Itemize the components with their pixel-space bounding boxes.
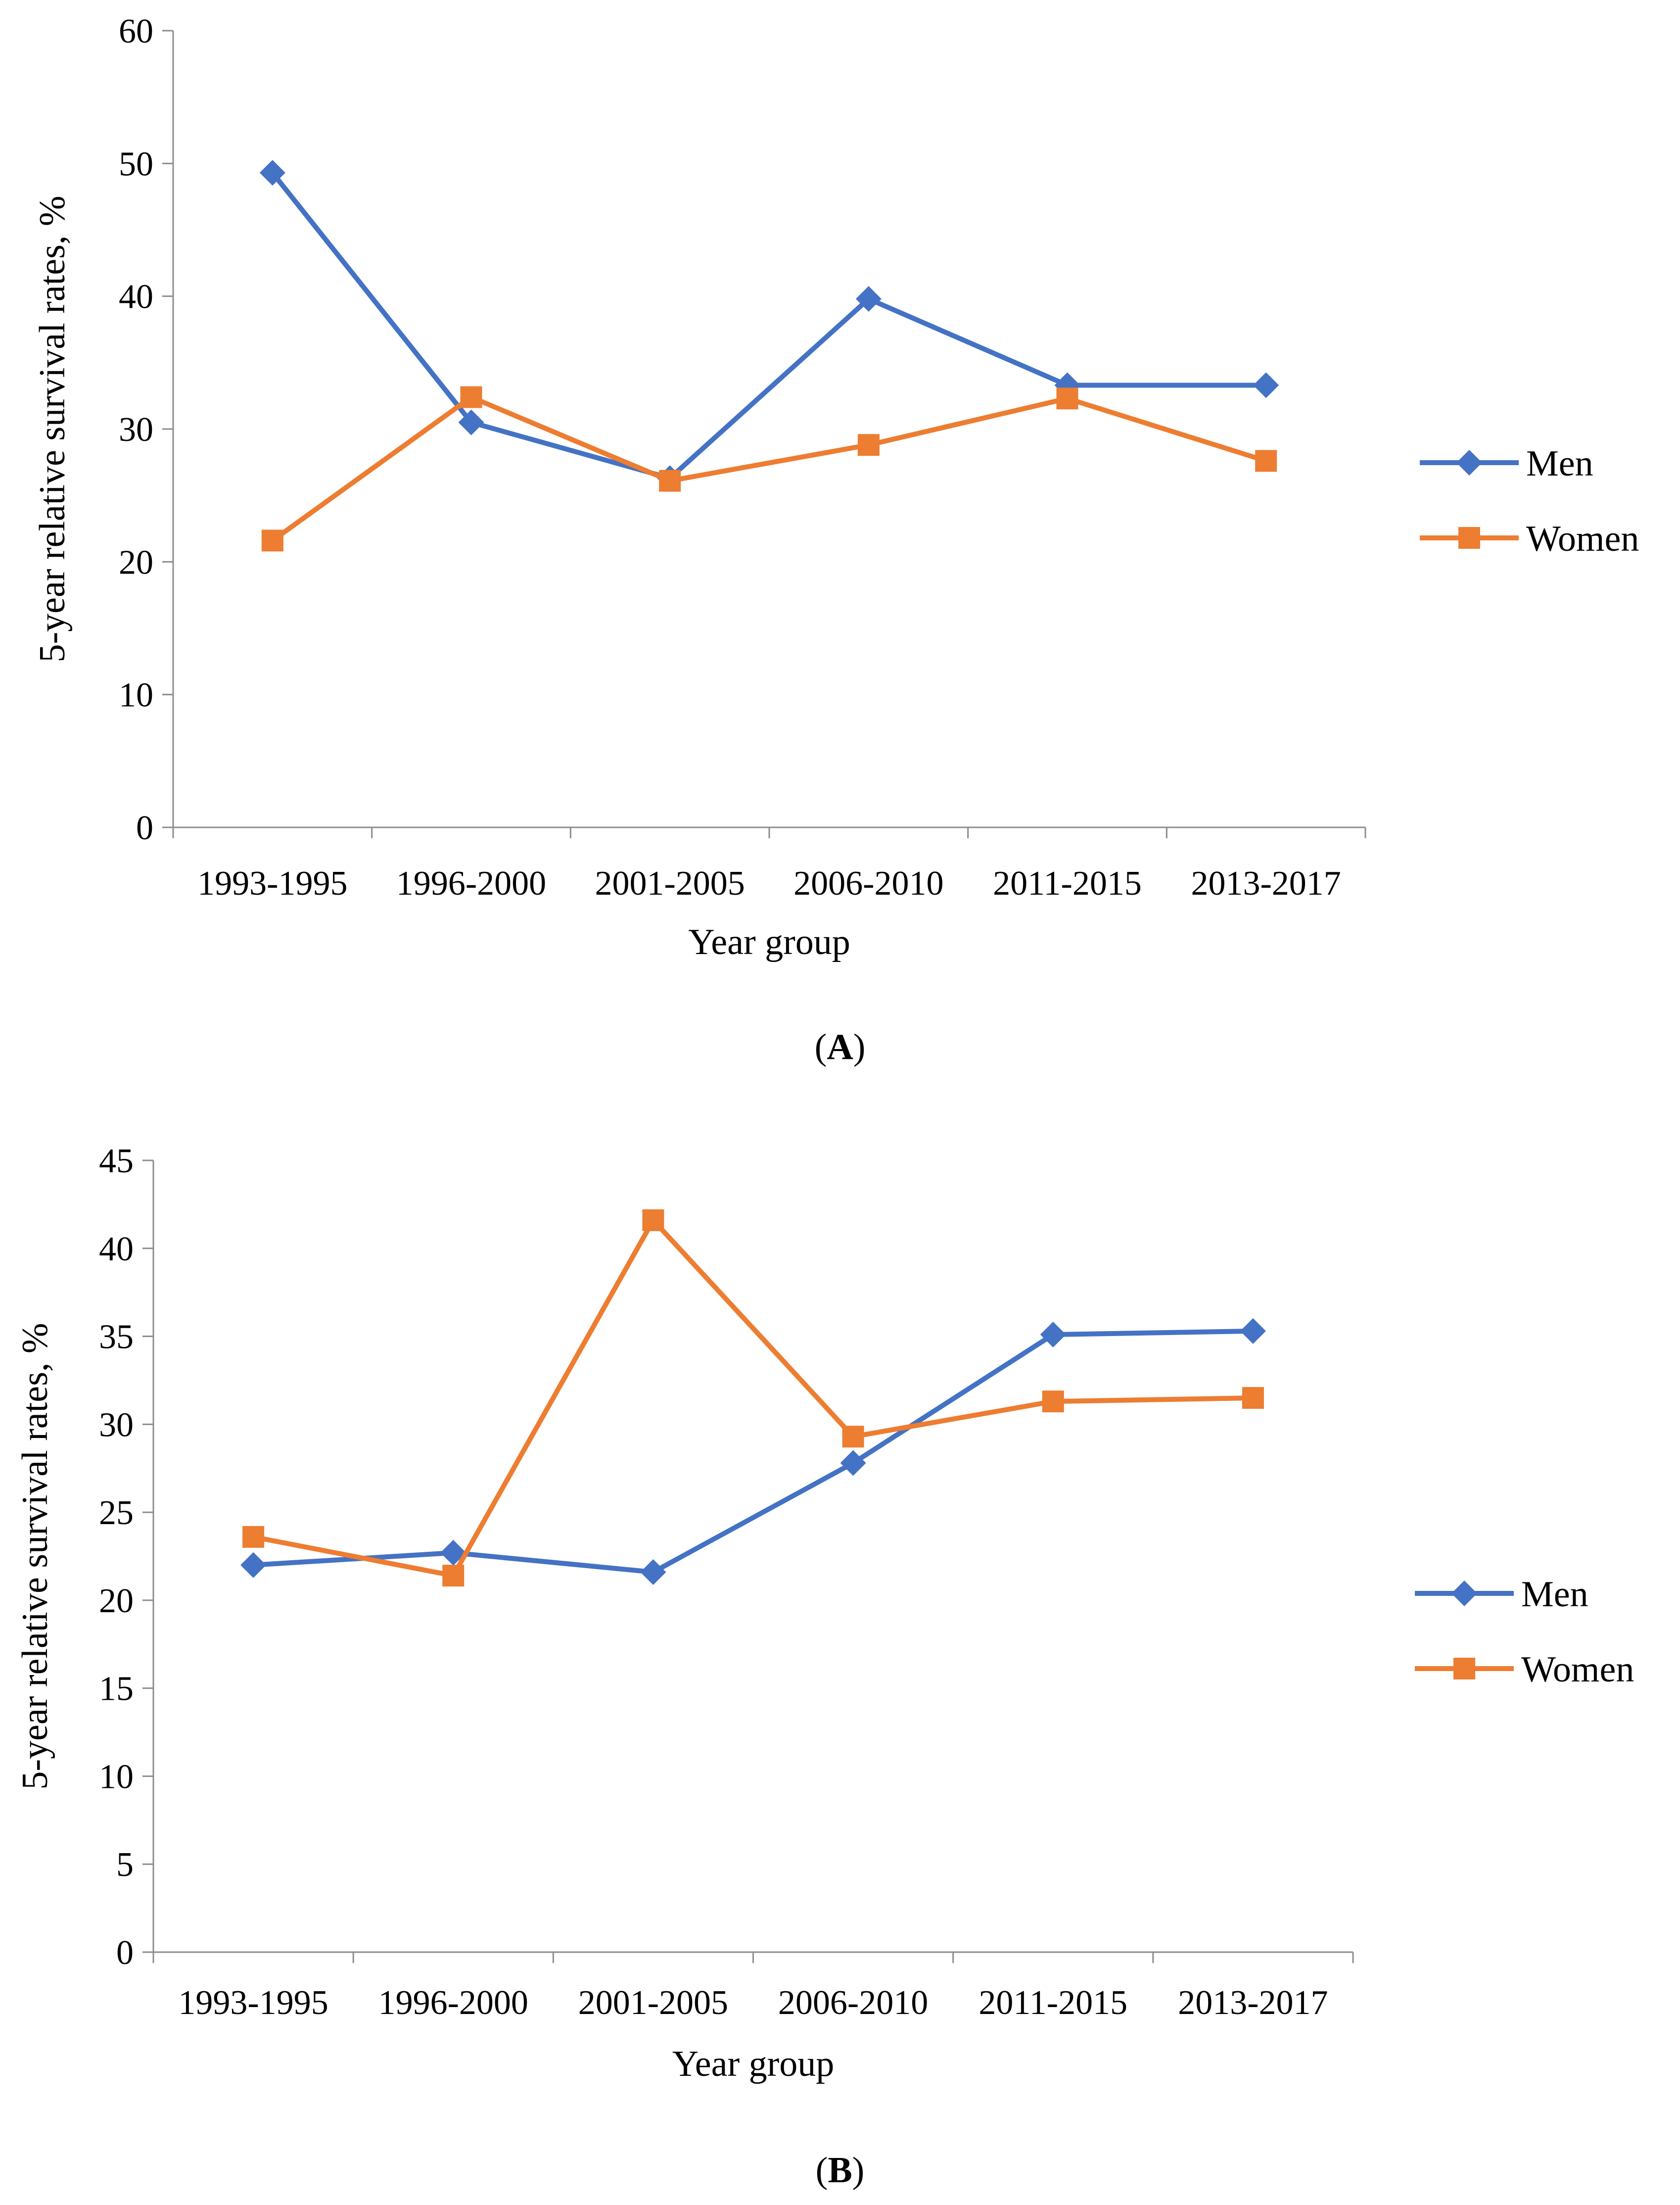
data-point-women — [460, 386, 482, 408]
x-tick-label: 2001-2005 — [578, 1984, 728, 2022]
y-tick-label: 10 — [119, 676, 153, 715]
x-tick-label: 1993-1995 — [197, 864, 347, 903]
data-point-women — [442, 1565, 465, 1587]
y-tick-label: 15 — [99, 1670, 134, 1708]
panel-label: (B) — [816, 2150, 865, 2191]
data-point-women — [1056, 387, 1078, 410]
data-point-women — [261, 529, 283, 552]
legend-marker-women — [1453, 1658, 1475, 1679]
data-point-men — [855, 286, 882, 312]
y-tick-label: 50 — [119, 145, 153, 183]
x-tick-label: 2001-2005 — [595, 864, 745, 903]
legend-label-women: Women — [1521, 1649, 1634, 1690]
series-line-women — [271, 394, 1267, 543]
data-point-men — [259, 160, 285, 186]
y-tick-label: 20 — [119, 543, 153, 581]
data-point-women — [642, 1209, 664, 1231]
y-tick-label: 5 — [116, 1846, 134, 1884]
y-tick-label: 45 — [99, 1142, 134, 1180]
y-tick-label: 60 — [119, 12, 153, 50]
x-tick-label: 1996-2000 — [396, 864, 546, 903]
legend-label-men: Men — [1521, 1574, 1588, 1615]
legend-label-men: Men — [1526, 443, 1593, 484]
y-tick-label: 0 — [116, 1934, 134, 1972]
y-tick-label: 30 — [99, 1406, 134, 1444]
data-point-men — [1040, 1322, 1066, 1347]
series-line-men — [253, 1328, 1254, 1575]
x-tick-label: 2011-2015 — [993, 864, 1142, 903]
x-tick-label: 1996-2000 — [378, 1984, 528, 2022]
y-tick-label: 30 — [119, 411, 153, 449]
data-point-women — [659, 470, 681, 492]
data-point-men — [640, 1559, 666, 1585]
x-axis-title: Year group — [672, 2044, 835, 2084]
legend-marker-women — [1458, 527, 1480, 549]
data-point-men — [840, 1450, 866, 1476]
data-point-men — [1240, 1318, 1266, 1344]
data-point-women — [1042, 1390, 1064, 1413]
data-point-women — [1255, 450, 1277, 472]
series-line-women — [253, 1217, 1254, 1579]
y-axis-title: 5-year relative survival rates, % — [15, 1323, 55, 1789]
data-point-women — [842, 1426, 864, 1448]
legend-marker-men — [1456, 450, 1482, 476]
y-tick-label: 10 — [99, 1758, 134, 1796]
legend-marker-men — [1451, 1581, 1477, 1606]
x-tick-label: 2006-2010 — [778, 1984, 928, 2022]
x-axis-title: Year group — [688, 922, 850, 962]
y-tick-label: 20 — [99, 1582, 134, 1620]
data-point-men — [1253, 372, 1279, 398]
y-tick-label: 25 — [99, 1494, 134, 1532]
y-tick-label: 0 — [136, 809, 153, 847]
data-point-men — [240, 1552, 267, 1578]
panel-a: 0 10 20 30 40 50 60 1993-1995 1996-2000 2001-2005… — [32, 12, 1639, 1067]
data-point-men — [458, 409, 484, 435]
y-tick-label: 40 — [119, 278, 153, 316]
data-point-women — [242, 1526, 265, 1548]
series-line-men — [270, 171, 1266, 481]
y-tick-label: 40 — [99, 1230, 134, 1268]
y-axis-title: 5-year relative survival rates, % — [32, 195, 73, 662]
panel-label: (A) — [815, 1027, 866, 1067]
x-tick-label: 1993-1995 — [178, 1984, 328, 2022]
x-tick-label: 2013-2017 — [1178, 1984, 1328, 2022]
data-point-women — [857, 434, 880, 456]
panel-b: 0 5 10 15 20 25 30 35 40 45 1993-1995 1996-2000 2001… — [15, 1142, 1634, 2191]
x-tick-label: 2006-2010 — [793, 864, 943, 903]
data-point-women — [1242, 1387, 1264, 1409]
x-tick-label: 2011-2015 — [979, 1984, 1127, 2022]
y-tick-label: 35 — [99, 1318, 134, 1356]
legend-label-women: Women — [1526, 519, 1639, 559]
x-tick-label: 2013-2017 — [1191, 864, 1341, 903]
